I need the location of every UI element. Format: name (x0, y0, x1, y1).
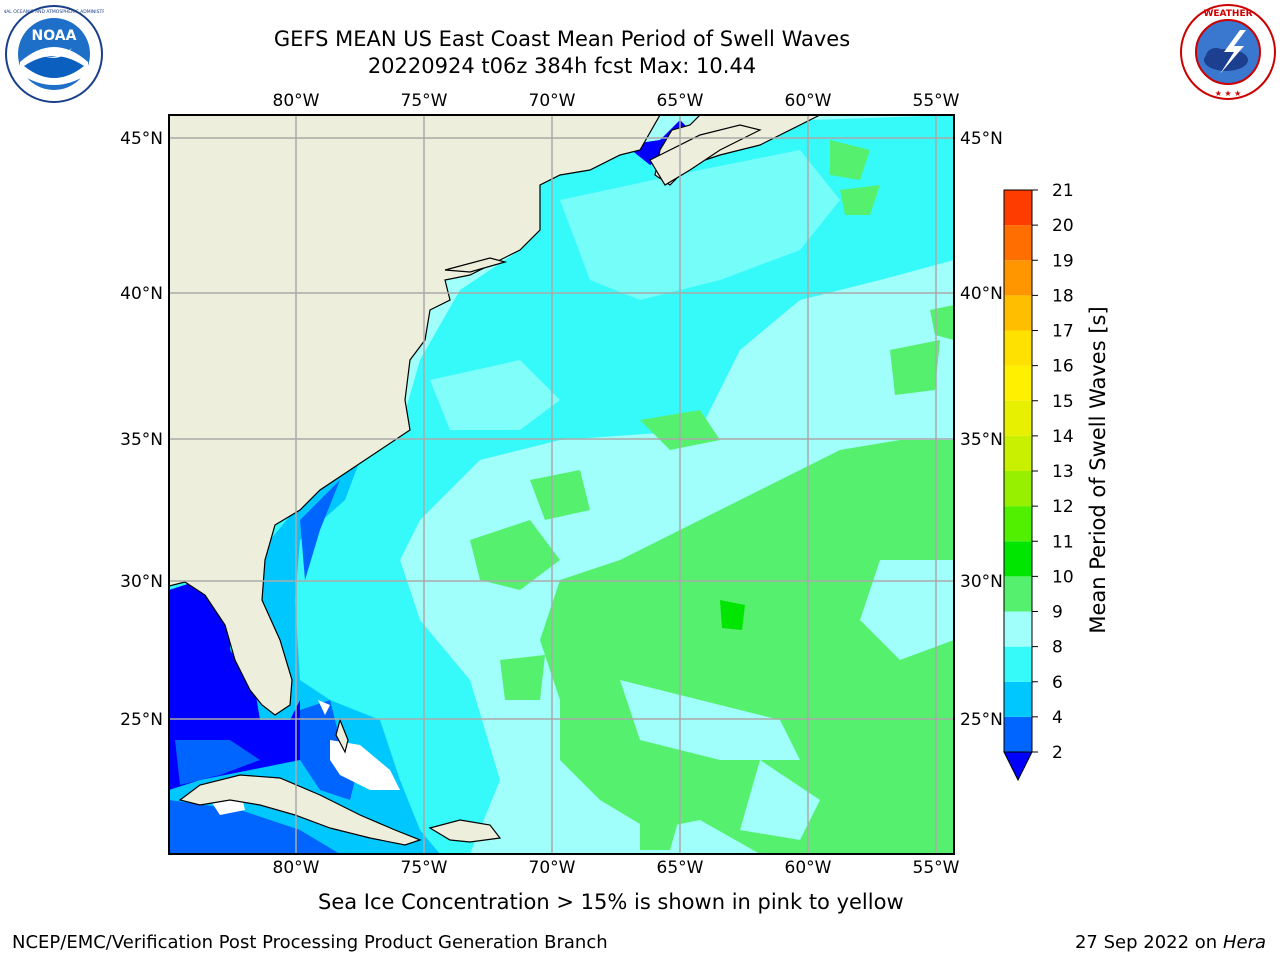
colorbar-tick-label: 6 (1052, 673, 1063, 693)
svg-text:NATIONAL OCEANIC AND ATMOSPHER: NATIONAL OCEANIC AND ATMOSPHERIC ADMINIS… (4, 9, 104, 15)
lon-label: 60°W (785, 91, 832, 111)
lat-label: 30°N (120, 572, 163, 592)
lat-label: 45°N (120, 129, 163, 149)
lat-label: 35°N (120, 430, 163, 450)
colorbar-segment (1004, 716, 1032, 752)
nws-logo: WEATHER ★ ★ ★ (1180, 4, 1276, 100)
lon-label: 75°W (401, 91, 448, 111)
colorbar-segment (1004, 295, 1032, 331)
chart-title-line1: GEFS MEAN US East Coast Mean Period of S… (273, 27, 851, 51)
colorbar-tick-label: 12 (1052, 497, 1074, 517)
footer-machine: Hera (1222, 932, 1266, 953)
lat-labels-right: 45°N 40°N 35°N 30°N 25°N (960, 129, 1003, 730)
svg-text:★ ★ ★: ★ ★ ★ (1215, 89, 1242, 98)
colorbar-segment (1004, 506, 1032, 542)
lat-label: 30°N (960, 572, 1003, 592)
lat-label: 45°N (960, 129, 1003, 149)
lon-label: 60°W (785, 858, 832, 878)
footer-date: 27 Sep 2022 on Hera (1075, 932, 1266, 953)
colorbar-segment (1004, 681, 1032, 717)
colorbar-tick-label: 18 (1052, 286, 1074, 306)
lon-label: 75°W (401, 858, 448, 878)
colorbar-tick-label: 21 (1052, 181, 1074, 201)
colorbar-segment (1004, 611, 1032, 647)
lon-label: 80°W (273, 858, 320, 878)
lat-label: 40°N (120, 284, 163, 304)
lon-label: 80°W (273, 91, 320, 111)
colorbar-tick-label: 20 (1052, 216, 1074, 236)
colorbar-tick-label: 15 (1052, 392, 1074, 412)
lat-label: 35°N (960, 430, 1003, 450)
lon-labels-bottom: 80°W 75°W 70°W 65°W 60°W 55°W (273, 858, 960, 878)
landmass (169, 115, 821, 846)
colorbar-under-arrow (1003, 751, 1033, 782)
colorbar-segment (1004, 400, 1032, 436)
colorbar-tick-label: 2 (1052, 743, 1063, 763)
colorbar-segment (1004, 260, 1032, 296)
lat-label: 25°N (120, 710, 163, 730)
footer-branch: NCEP/EMC/Verification Post Processing Pr… (12, 932, 608, 953)
lat-label: 25°N (960, 710, 1003, 730)
colorbar-tick-label: 8 (1052, 638, 1063, 658)
colorbar-label: Mean Period of Swell Waves [s] (1086, 306, 1110, 633)
colorbar-tick-label: 10 (1052, 567, 1074, 587)
colorbar-tick-label: 19 (1052, 251, 1074, 271)
colorbar-segment (1004, 365, 1032, 401)
colorbar: 2 4 6 8 9 10 11 12 13 14 15 16 17 18 19 20 21 (1003, 181, 1074, 782)
lon-label: 70°W (529, 858, 576, 878)
colorbar-segment (1004, 576, 1032, 612)
lon-label: 65°W (657, 858, 704, 878)
colorbar-segment (1004, 541, 1032, 577)
colorbar-segment (1004, 190, 1032, 226)
colorbar-tick-label: 9 (1052, 603, 1063, 623)
lat-labels-left: 45°N 40°N 35°N 30°N 25°N (120, 129, 163, 730)
colorbar-segment (1004, 435, 1032, 471)
graticule (169, 115, 954, 854)
footer-date-text: 27 Sep 2022 on (1074, 932, 1218, 953)
sea-ice-note: Sea Ice Concentration > 15% is shown in … (318, 890, 904, 914)
lon-labels-top: 80°W 75°W 70°W 65°W 60°W 55°W (273, 91, 960, 111)
colorbar-segment (1004, 646, 1032, 682)
svg-text:WEATHER: WEATHER (1203, 9, 1252, 19)
lon-label: 55°W (913, 858, 960, 878)
colorbar-tick-label: 4 (1052, 708, 1063, 728)
colorbar-tick-label: 11 (1052, 532, 1074, 552)
map-frame (168, 114, 955, 855)
colorbar-segment (1004, 330, 1032, 366)
colorbar-tick-label: 17 (1052, 322, 1074, 342)
chart-title-line2: 20220924 t06z 384h fcst Max: 10.44 (367, 54, 757, 78)
lon-label: 65°W (657, 91, 704, 111)
colorbar-segment (1004, 225, 1032, 261)
colorbar-tick-label: 13 (1052, 462, 1074, 482)
colorbar-tick-label: 16 (1052, 357, 1074, 377)
lon-label: 70°W (529, 91, 576, 111)
noaa-logo: NOAA NATIONAL OCEANIC AND ATMOSPHERIC AD… (4, 5, 104, 103)
colorbar-segment (1004, 471, 1032, 507)
lon-label: 55°W (913, 91, 960, 111)
svg-text:NOAA: NOAA (32, 28, 77, 44)
lat-label: 40°N (960, 284, 1003, 304)
colorbar-tick-label: 14 (1052, 427, 1074, 447)
